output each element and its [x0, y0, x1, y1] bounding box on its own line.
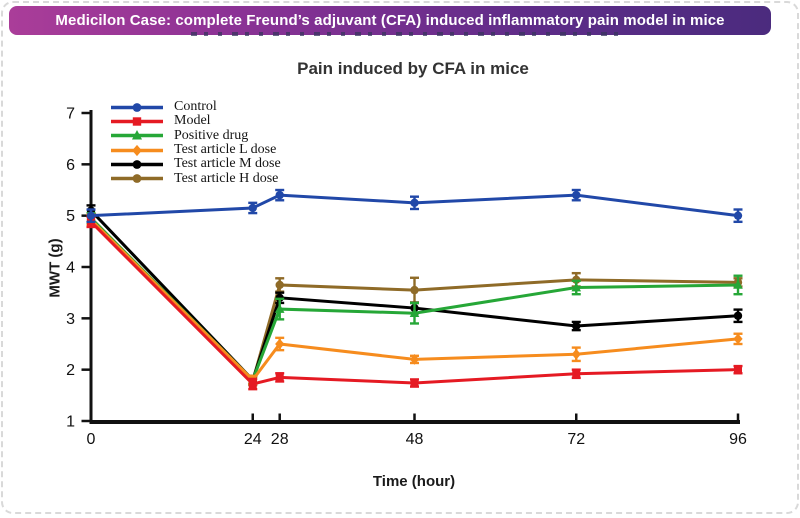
series-line	[90, 193, 739, 218]
legend-label: Control	[174, 99, 217, 115]
data-point-marker	[733, 279, 743, 289]
series-line	[89, 218, 739, 383]
data-point-marker	[733, 311, 743, 320]
legend-swatch	[111, 117, 163, 126]
legend-swatch	[111, 144, 163, 156]
legend-label: Model	[174, 113, 211, 129]
data-point-marker	[132, 117, 142, 126]
data-point-marker	[409, 354, 420, 365]
legend-item-control: Control	[110, 99, 281, 115]
x-tick-label: 24	[244, 431, 262, 448]
legend-swatch	[111, 159, 163, 169]
y-tick-label: 5	[66, 208, 75, 225]
data-point-marker	[131, 130, 143, 140]
data-point-marker	[132, 144, 142, 156]
legend-item-test-article-h-dose: Test article H dose	[110, 170, 281, 186]
legend-item-positive-drug: Positive drug	[110, 127, 281, 143]
y-tick-label: 3	[66, 311, 75, 328]
legend-swatch	[111, 174, 163, 184]
data-point-marker	[132, 174, 142, 184]
series-control	[86, 188, 743, 224]
legend-item-test-article-m-dose: Test article M dose	[110, 156, 281, 172]
x-tick-label: 0	[87, 431, 96, 448]
x-axis-label: Time (hour)	[372, 473, 456, 490]
legend-label: Test article L dose	[174, 142, 277, 158]
data-point-marker	[410, 379, 419, 388]
y-tick-label: 6	[66, 157, 75, 174]
data-point-marker	[571, 282, 582, 292]
data-point-marker	[132, 159, 142, 169]
data-point-marker	[275, 190, 284, 200]
y-tick-label: 2	[66, 362, 75, 379]
data-point-marker	[275, 373, 284, 382]
data-point-marker	[410, 198, 419, 208]
data-point-marker	[248, 203, 257, 213]
y-tick-label: 1	[66, 414, 75, 431]
data-point-marker	[86, 211, 96, 220]
series-line	[89, 220, 739, 386]
data-point-marker	[572, 190, 581, 200]
y-tick-label: 4	[66, 260, 75, 277]
legend-label: Positive drug	[174, 127, 249, 143]
y-tick-label: 7	[66, 106, 75, 123]
legend-item-test-article-l-dose: Test article L dose	[110, 142, 281, 158]
legend-item-model: Model	[110, 113, 281, 129]
legend: Control Model Positive drug Test article L …	[110, 99, 281, 186]
data-point-marker	[733, 333, 743, 345]
data-point-marker	[572, 369, 581, 378]
x-tick-label: 48	[406, 431, 424, 448]
data-point-marker	[275, 338, 285, 350]
legend-label: Test article M dose	[174, 156, 281, 172]
x-tick-label: 96	[729, 431, 747, 448]
data-point-marker	[572, 321, 581, 331]
header-banner: Medicilon Case: complete Freund’s adjuva…	[9, 6, 771, 35]
legend-label: Test article H dose	[174, 170, 279, 186]
data-point-marker	[734, 365, 742, 374]
banner-title: Medicilon Case: complete Freund’s adjuva…	[55, 12, 725, 29]
data-point-marker	[275, 280, 284, 290]
data-point-marker	[274, 303, 285, 313]
data-point-marker	[410, 285, 419, 295]
data-point-marker	[248, 380, 257, 389]
legend-swatch	[111, 130, 163, 140]
data-point-marker	[571, 348, 581, 360]
line-chart: 1 2 3 4 5 6 7 0 24 28 48 72 96	[66, 106, 747, 449]
data-point-marker	[132, 102, 142, 112]
x-tick-label: 72	[567, 431, 585, 448]
data-point-marker	[733, 211, 743, 220]
data-point-marker	[409, 308, 420, 317]
clipped-text-fragments	[191, 32, 627, 36]
chart-title: Pain induced by CFA in mice	[297, 59, 529, 78]
y-axis-label: MWT (g)	[46, 238, 64, 298]
x-tick-label: 28	[271, 431, 289, 448]
legend-swatch	[111, 102, 163, 112]
